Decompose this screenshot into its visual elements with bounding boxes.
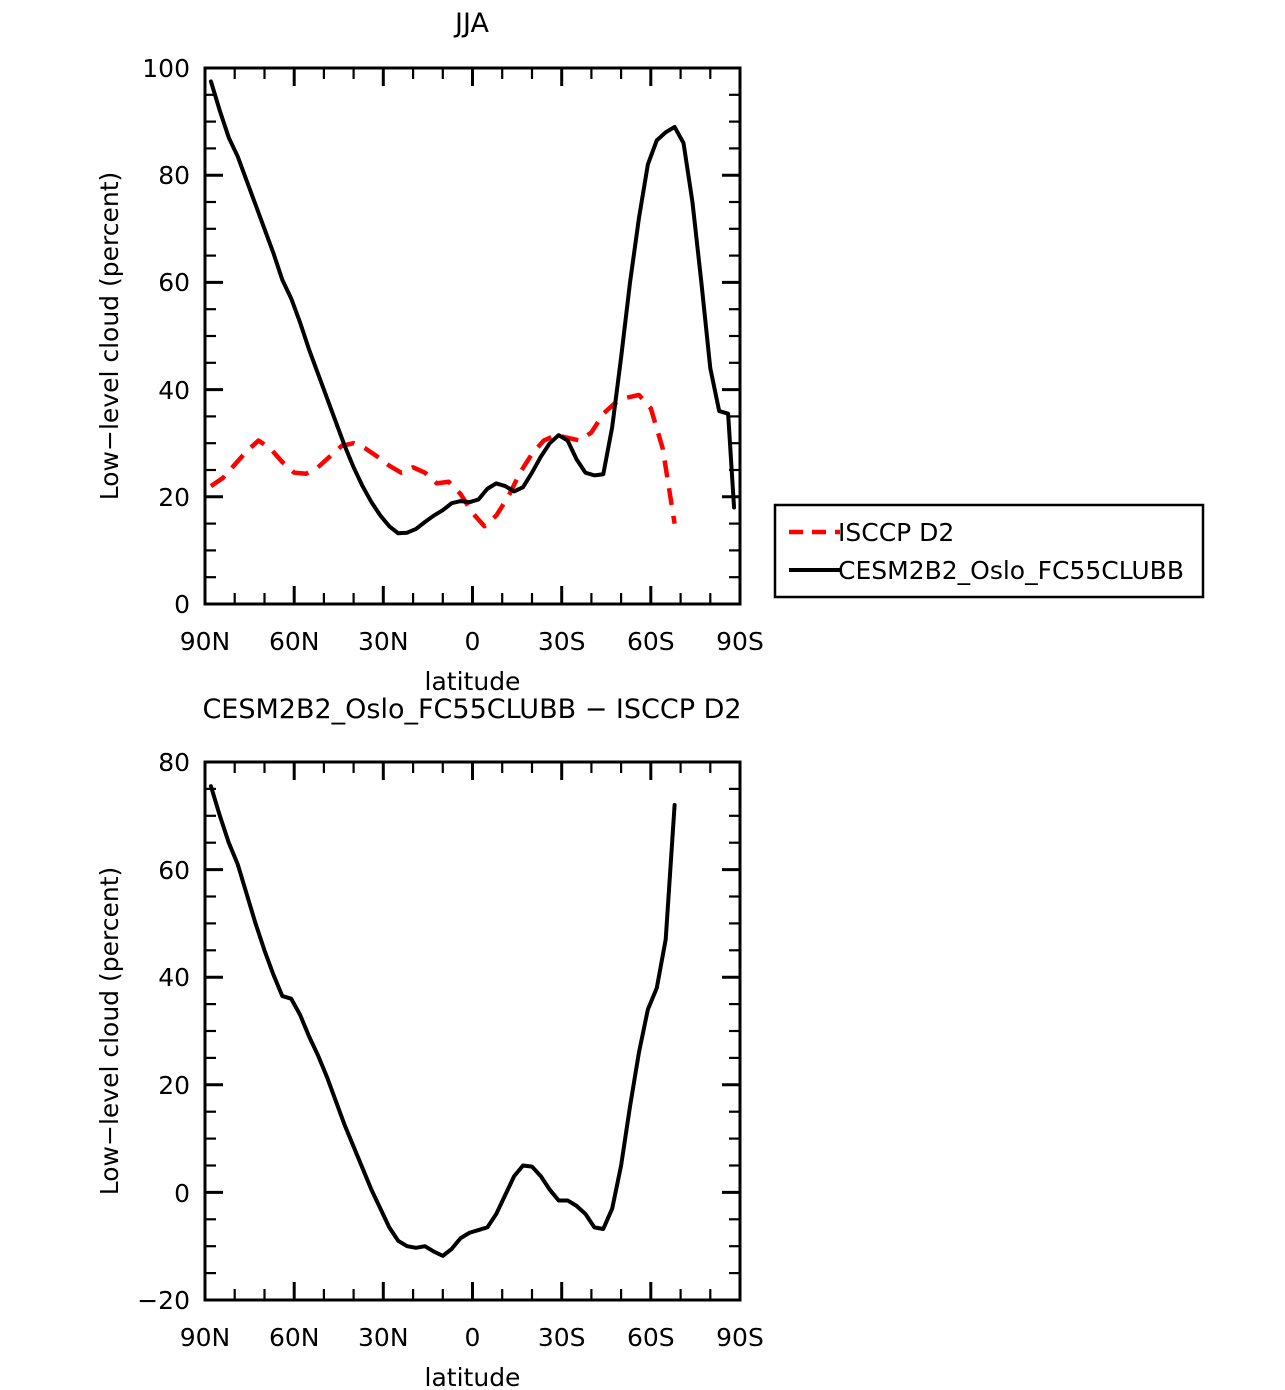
top-panel-title: JJA xyxy=(453,8,489,39)
legend-label-cesm2b2: CESM2B2_Oslo_FC55CLUBB xyxy=(838,556,1184,585)
series-diff-bottom xyxy=(211,786,675,1256)
top-ytick-60: 60 xyxy=(158,268,190,297)
bottom-xtick-60N: 60N xyxy=(269,1323,320,1352)
top-ylabel: Low−level cloud (percent) xyxy=(95,172,124,500)
bottom-ytick-20: 20 xyxy=(158,1071,190,1100)
top-ytick-80: 80 xyxy=(158,161,190,190)
top-xtick-0: 0 xyxy=(465,627,481,656)
top-axes-frame xyxy=(205,68,740,604)
bottom-panel-svg: CESM2B2_Oslo_FC55CLUBB − ISCCP D2 xyxy=(0,690,1285,1390)
bottom-ylabel: Low−level cloud (percent) xyxy=(95,867,124,1195)
bottom-xtick-30N: 30N xyxy=(358,1323,409,1352)
bottom-xtick-30S: 30S xyxy=(538,1323,586,1352)
bottom-xtick-60S: 60S xyxy=(627,1323,675,1352)
top-xtick-30S: 30S xyxy=(538,627,586,656)
top-xtick-90N: 90N xyxy=(180,627,231,656)
bottom-ytick-40: 40 xyxy=(158,963,190,992)
legend-label-isccp-d2: ISCCP D2 xyxy=(838,518,954,547)
bottom-ytick-m20: −20 xyxy=(137,1286,190,1315)
top-ytick-0: 0 xyxy=(174,590,190,619)
bottom-xtick-90N: 90N xyxy=(180,1323,231,1352)
bottom-xtick-0: 0 xyxy=(465,1323,481,1352)
top-x-ticks xyxy=(205,68,740,604)
series-cesm2b2-top xyxy=(211,81,734,533)
top-xtick-60N: 60N xyxy=(269,627,320,656)
top-ytick-100: 100 xyxy=(142,54,190,83)
bottom-x-ticks xyxy=(205,762,740,1300)
top-panel-svg: JJA xyxy=(0,0,1285,700)
bottom-ytick-60: 60 xyxy=(158,856,190,885)
legend[interactable]: ISCCP D2 CESM2B2_Oslo_FC55CLUBB xyxy=(775,505,1203,597)
bottom-y-ticks xyxy=(205,762,740,1300)
top-panel: JJA xyxy=(0,0,1285,700)
top-xtick-90S: 90S xyxy=(716,627,764,656)
bottom-ytick-0: 0 xyxy=(174,1179,190,1208)
top-y-ticks xyxy=(205,68,740,604)
bottom-axes-frame xyxy=(205,762,740,1300)
bottom-ytick-80: 80 xyxy=(158,748,190,777)
top-xtick-60S: 60S xyxy=(627,627,675,656)
top-xtick-30N: 30N xyxy=(358,627,409,656)
figure-root: JJA xyxy=(0,0,1285,1390)
bottom-xlabel: latitude xyxy=(425,1363,521,1390)
top-ytick-20: 20 xyxy=(158,483,190,512)
bottom-panel: CESM2B2_Oslo_FC55CLUBB − ISCCP D2 xyxy=(0,690,1285,1390)
bottom-xtick-90S: 90S xyxy=(716,1323,764,1352)
bottom-panel-title: CESM2B2_Oslo_FC55CLUBB − ISCCP D2 xyxy=(202,694,741,725)
top-ytick-40: 40 xyxy=(158,376,190,405)
